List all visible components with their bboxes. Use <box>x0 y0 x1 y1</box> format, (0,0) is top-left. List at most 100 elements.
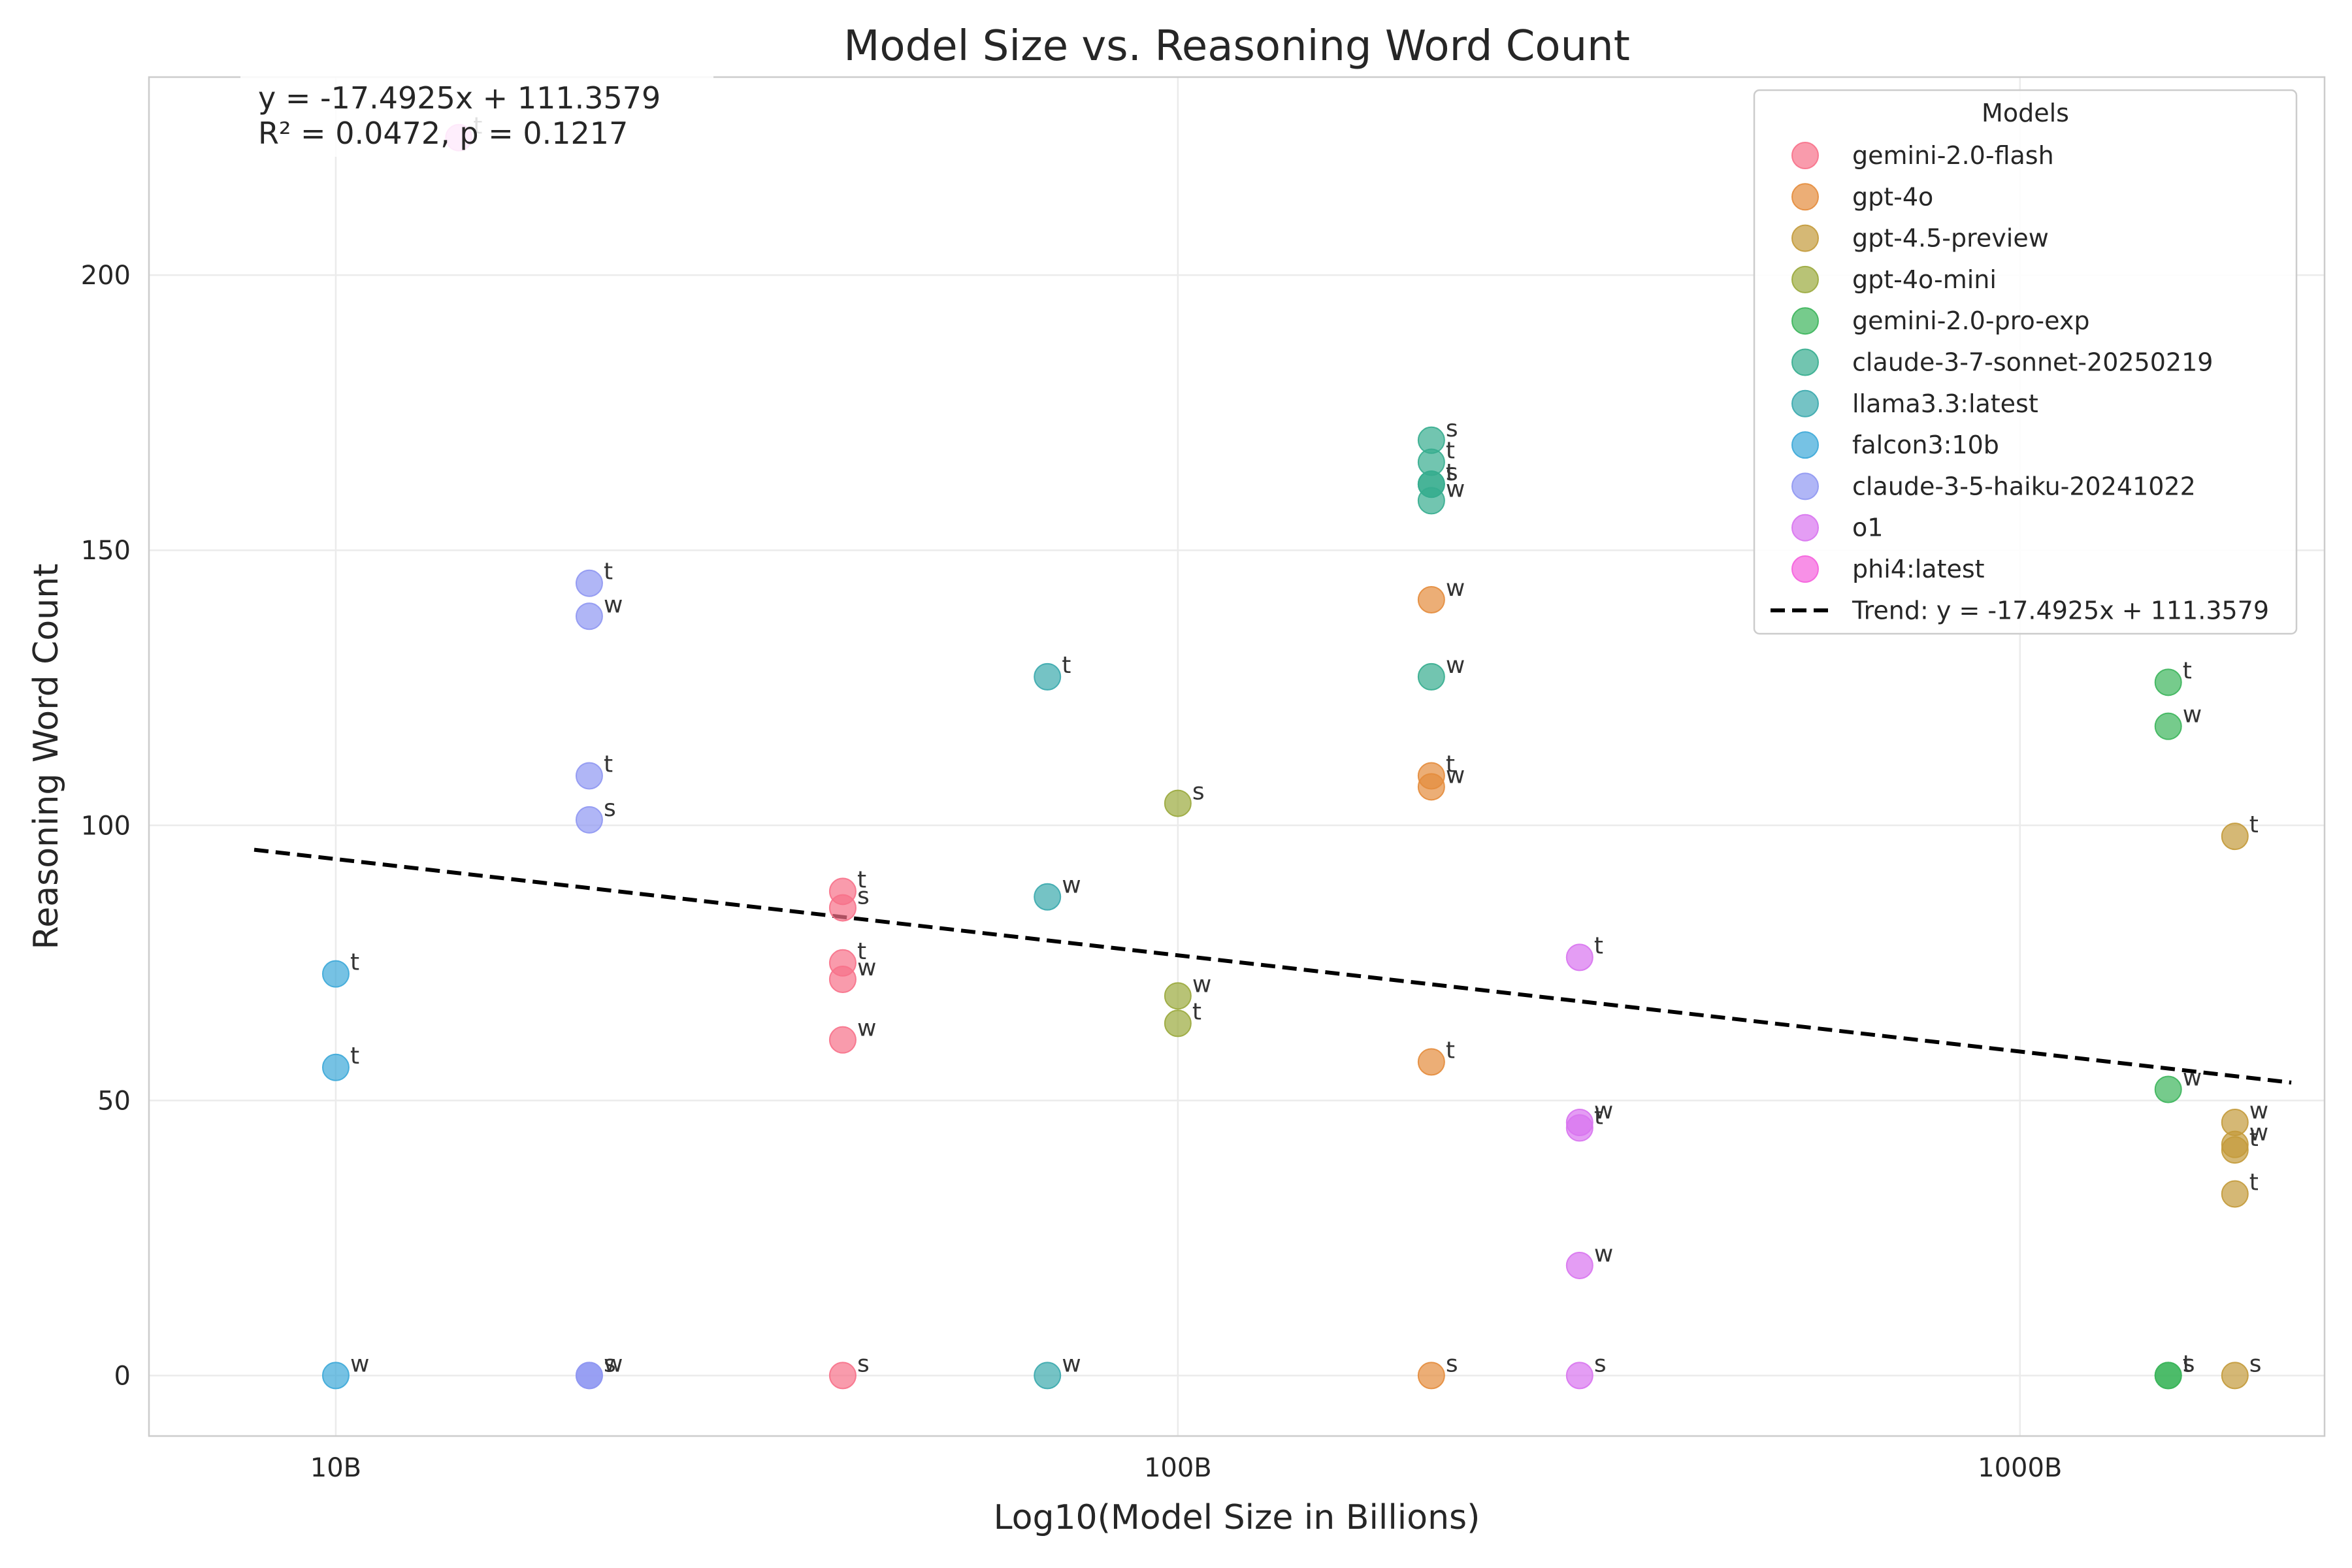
y-tick-label: 150 <box>81 536 131 566</box>
point-label: s <box>857 1350 870 1377</box>
point-label: w <box>1594 1241 1613 1267</box>
data-point <box>1034 664 1060 690</box>
data-point <box>323 961 349 987</box>
legend-marker <box>1792 225 1818 252</box>
data-point <box>2222 1137 2248 1163</box>
legend-label: gpt-4.5-preview <box>1852 224 2049 253</box>
point-label: s <box>1192 779 1205 806</box>
legend-label: falcon3:10b <box>1852 431 1999 459</box>
point-label: s <box>604 795 616 822</box>
legend-label: claude-3-5-haiku-20241022 <box>1852 472 2196 500</box>
point-label: t <box>2183 657 2192 684</box>
point-label: w <box>1446 652 1465 679</box>
point-label: w <box>1446 476 1465 502</box>
legend: Models gemini-2.0-flashgpt-4ogpt-4.5-pre… <box>1754 90 2296 634</box>
data-point <box>1567 944 1593 970</box>
point-label: w <box>350 1350 369 1377</box>
data-point <box>2155 713 2181 740</box>
x-tick-label: 10B <box>310 1453 361 1483</box>
data-point <box>576 762 602 789</box>
data-point <box>576 570 602 596</box>
data-point <box>576 603 602 629</box>
data-point <box>830 895 856 921</box>
point-label: t <box>1192 998 1201 1025</box>
x-tick-label: 100B <box>1144 1453 1212 1483</box>
y-tick-label: 0 <box>114 1361 131 1391</box>
point-label: t <box>2249 1125 2259 1152</box>
point-label: t <box>1062 652 1071 679</box>
regression-annotation: y = -17.4925x + 111.3579 R² = 0.0472, p … <box>240 73 713 157</box>
point-label: w <box>604 591 623 618</box>
point-label: s <box>1594 1350 1607 1377</box>
point-label: s <box>2183 1350 2195 1377</box>
point-label: w <box>2183 1064 2202 1091</box>
data-point <box>1567 1115 1593 1141</box>
data-point <box>2222 1362 2248 1388</box>
point-label: t <box>1446 1037 1455 1064</box>
point-label: w <box>1062 872 1081 899</box>
data-point <box>830 966 856 992</box>
legend-label: o1 <box>1852 514 1883 542</box>
point-label: s <box>1446 1350 1458 1377</box>
point-label: s <box>2249 1350 2262 1377</box>
legend-marker <box>1792 142 1818 169</box>
legend-title: Models <box>1982 99 2069 127</box>
data-point <box>323 1362 349 1388</box>
legend-marker <box>1792 391 1818 417</box>
data-point <box>323 1054 349 1081</box>
point-label: w <box>1446 575 1465 602</box>
legend-trend-label: Trend: y = -17.4925x + 111.3579 <box>1852 596 2269 625</box>
y-tick-label: 50 <box>97 1086 131 1116</box>
data-point <box>1567 1252 1593 1279</box>
data-point <box>1034 884 1060 910</box>
data-point <box>1418 487 1445 514</box>
legend-label: claude-3-7-sonnet-20250219 <box>1852 348 2213 377</box>
data-point <box>1418 664 1445 690</box>
data-point <box>576 1362 602 1388</box>
legend-marker <box>1792 432 1818 458</box>
data-point <box>830 1027 856 1053</box>
data-point <box>1418 587 1445 613</box>
data-point <box>1165 791 1191 817</box>
legend-label: gpt-4o-mini <box>1852 265 1997 294</box>
x-axis-title: Log10(Model Size in Billions) <box>994 1498 1480 1537</box>
y-axis-title: Reasoning Word Count <box>27 563 66 949</box>
point-label: w <box>1062 1350 1081 1377</box>
point-label: w <box>857 955 876 981</box>
data-point <box>2222 823 2248 849</box>
data-point <box>1567 1362 1593 1388</box>
data-point <box>1418 774 1445 800</box>
data-point <box>1165 983 1191 1009</box>
annotation-stats: R² = 0.0472, p = 0.1217 <box>258 116 628 151</box>
point-label: t <box>1594 932 1603 959</box>
point-label: t <box>604 751 613 777</box>
point-label: s <box>857 883 870 910</box>
annotation-equation: y = -17.4925x + 111.3579 <box>258 80 661 116</box>
data-point <box>1034 1362 1060 1388</box>
legend-marker <box>1792 184 1818 210</box>
data-point <box>576 807 602 833</box>
legend-label: phi4:latest <box>1852 555 1985 583</box>
point-label: w <box>604 1350 623 1377</box>
point-label: t <box>350 949 359 976</box>
legend-marker <box>1792 267 1818 293</box>
point-label: t <box>2249 1169 2259 1196</box>
legend-label: llama3.3:latest <box>1852 389 2038 418</box>
point-label: w <box>857 1015 876 1042</box>
legend-marker <box>1792 308 1818 334</box>
data-point <box>2155 1362 2181 1388</box>
data-point <box>2155 669 2181 695</box>
data-point <box>1418 1049 1445 1075</box>
point-label: w <box>1446 762 1465 789</box>
data-point <box>830 1362 856 1388</box>
point-label: t <box>2249 811 2259 838</box>
data-point <box>2222 1181 2248 1207</box>
point-label: t <box>1594 1103 1603 1130</box>
data-point <box>2155 1076 2181 1102</box>
legend-label: gemini-2.0-flash <box>1852 141 2054 170</box>
legend-label: gemini-2.0-pro-exp <box>1852 306 2089 335</box>
legend-marker <box>1792 473 1818 499</box>
point-label: t <box>350 1043 359 1070</box>
data-point <box>1165 1010 1191 1036</box>
